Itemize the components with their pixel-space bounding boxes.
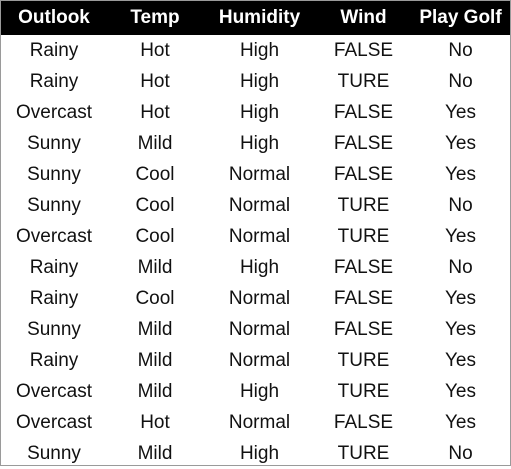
cell-temp: Mild [137, 380, 173, 402]
header-row: Outlook Temp Humidity Wind Play Golf [1, 1, 510, 35]
table-row: Overcast Mild High TURE Yes [1, 376, 510, 407]
cell-humidity: Normal [228, 225, 291, 247]
table-row: Overcast Hot Normal FALSE Yes [1, 407, 510, 438]
header-play-golf: Play Golf [411, 1, 510, 35]
cell-wind: FALSE [333, 39, 394, 61]
cell-play-golf: No [448, 39, 473, 61]
cell-humidity: Normal [228, 287, 291, 309]
cell-outlook: Overcast [15, 380, 93, 402]
cell-temp: Mild [137, 256, 173, 278]
cell-wind: TURE [337, 225, 390, 247]
table-row: Rainy Mild High FALSE No [1, 252, 510, 283]
cell-temp: Hot [140, 101, 170, 123]
cell-wind: FALSE [333, 287, 394, 309]
cell-humidity: Normal [228, 349, 291, 371]
cell-temp: Cool [135, 225, 175, 247]
cell-wind: FALSE [333, 101, 394, 123]
cell-temp: Mild [137, 349, 173, 371]
cell-play-golf: No [448, 442, 473, 464]
table-row: Rainy Hot High TURE No [1, 66, 510, 97]
cell-wind: FALSE [333, 163, 394, 185]
cell-play-golf: Yes [445, 225, 476, 247]
cell-humidity: High [239, 39, 280, 61]
cell-outlook: Overcast [15, 225, 93, 247]
cell-play-golf: Yes [445, 101, 476, 123]
table-row: Rainy Mild Normal TURE Yes [1, 345, 510, 376]
cell-humidity: Normal [228, 163, 291, 185]
table-row: Overcast Hot High FALSE Yes [1, 97, 510, 128]
cell-humidity: High [239, 101, 280, 123]
header-wind: Wind [316, 1, 411, 35]
cell-wind: FALSE [333, 256, 394, 278]
table-row: Sunny Mild High TURE No [1, 438, 510, 469]
cell-outlook: Sunny [27, 163, 81, 185]
cell-humidity: High [239, 70, 280, 92]
header-outlook: Outlook [1, 1, 107, 35]
table-row: Sunny Cool Normal TURE No [1, 190, 510, 221]
cell-temp: Mild [137, 442, 173, 464]
cell-humidity: High [239, 132, 280, 154]
header-temp: Temp [107, 1, 203, 35]
cell-temp: Hot [140, 39, 170, 61]
cell-play-golf: Yes [445, 411, 476, 433]
cell-humidity: Normal [228, 411, 291, 433]
cell-outlook: Sunny [27, 132, 81, 154]
cell-temp: Mild [137, 318, 173, 340]
cell-temp: Cool [135, 287, 175, 309]
cell-wind: TURE [337, 194, 390, 216]
cell-outlook: Sunny [27, 318, 81, 340]
cell-temp: Mild [137, 132, 173, 154]
cell-wind: FALSE [333, 132, 394, 154]
cell-wind: FALSE [333, 318, 394, 340]
cell-humidity: High [239, 380, 280, 402]
cell-wind: TURE [337, 349, 390, 371]
cell-wind: TURE [337, 70, 390, 92]
cell-play-golf: Yes [445, 163, 476, 185]
cell-outlook: Rainy [29, 39, 79, 61]
cell-outlook: Sunny [27, 442, 81, 464]
cell-play-golf: Yes [445, 318, 476, 340]
table-row: Sunny Mild Normal FALSE Yes [1, 314, 510, 345]
header-humidity: Humidity [203, 1, 316, 35]
cell-play-golf: No [448, 194, 473, 216]
cell-temp: Hot [140, 411, 170, 433]
cell-play-golf: Yes [445, 380, 476, 402]
cell-play-golf: No [448, 70, 473, 92]
table-body: Rainy Hot High FALSE No Rainy Hot High TURE No Ove… [1, 35, 510, 469]
cell-outlook: Overcast [15, 411, 93, 433]
cell-wind: TURE [337, 442, 390, 464]
cell-temp: Cool [135, 194, 175, 216]
cell-play-golf: Yes [445, 349, 476, 371]
cell-humidity: Normal [228, 194, 291, 216]
cell-outlook: Rainy [29, 349, 79, 371]
cell-outlook: Overcast [15, 101, 93, 123]
table-row: Overcast Cool Normal TURE Yes [1, 221, 510, 252]
table-row: Sunny Cool Normal FALSE Yes [1, 159, 510, 190]
cell-humidity: Normal [228, 318, 291, 340]
table-row: Sunny Mild High FALSE Yes [1, 128, 510, 159]
cell-play-golf: Yes [445, 132, 476, 154]
cell-outlook: Rainy [29, 287, 79, 309]
cell-wind: TURE [337, 380, 390, 402]
table-row: Rainy Cool Normal FALSE Yes [1, 283, 510, 314]
cell-temp: Hot [140, 70, 170, 92]
cell-wind: FALSE [333, 411, 394, 433]
cell-outlook: Rainy [29, 256, 79, 278]
cell-humidity: High [239, 256, 280, 278]
cell-humidity: High [239, 442, 280, 464]
cell-outlook: Sunny [27, 194, 81, 216]
cell-temp: Cool [135, 163, 175, 185]
cell-outlook: Rainy [29, 70, 79, 92]
cell-play-golf: Yes [445, 287, 476, 309]
table-row: Rainy Hot High FALSE No [1, 35, 510, 66]
cell-play-golf: No [448, 256, 473, 278]
